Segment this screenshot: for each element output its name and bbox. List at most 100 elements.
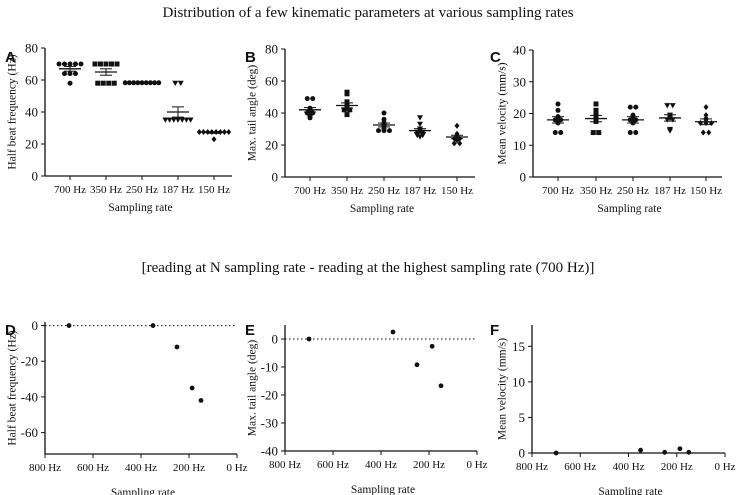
x-tick-label: 700 Hz [54, 184, 86, 196]
x-tick-label: 800 Hz [516, 461, 548, 473]
data-point [156, 80, 162, 86]
data-point [306, 336, 312, 342]
data-point [417, 115, 423, 121]
x-tick-label: 350 Hz [90, 184, 122, 196]
y-axis-label: Half beat frequency (Hz) [7, 54, 19, 169]
y-tick-label: 30 [513, 74, 526, 89]
data-point [183, 117, 190, 123]
data-point [596, 130, 602, 136]
data-point [304, 96, 310, 102]
data-point [150, 323, 156, 328]
y-tick-label: -40 [261, 444, 278, 459]
data-point [347, 107, 353, 113]
data-point [310, 96, 316, 102]
y-tick-label: -20 [21, 354, 38, 369]
data-point [706, 129, 712, 136]
data-point [62, 71, 67, 77]
x-tick-label: 700 Hz [542, 185, 574, 197]
y-tick-label: 0 [519, 446, 526, 461]
panel-letter: A [5, 49, 16, 66]
data-point [638, 447, 643, 453]
data-point [381, 110, 387, 116]
y-tick-label: 0 [32, 318, 39, 333]
data-point [390, 329, 396, 335]
data-point [709, 120, 714, 127]
data-point [174, 344, 180, 350]
data-point [381, 128, 387, 134]
y-axis-label: Mean velocity (mm/s) [497, 338, 509, 440]
data-point [429, 343, 435, 349]
y-tick-label: 0 [272, 332, 279, 347]
panel-letter: C [490, 49, 501, 66]
data-point [56, 61, 62, 67]
x-axis-label: Sampling rate [351, 484, 415, 495]
data-point [590, 130, 596, 136]
data-point [387, 128, 392, 134]
data-point [376, 128, 381, 134]
data-point [67, 80, 73, 86]
y-axis-label: Half beat frequency (Hz) [7, 330, 19, 445]
y-axis-label: Mean velocity (mm/s) [497, 62, 509, 164]
panel-letter: F [490, 322, 499, 339]
data-point [103, 61, 109, 67]
x-tick-label: 250 Hz [368, 185, 400, 197]
data-point [62, 61, 67, 67]
data-point [179, 117, 186, 123]
panel-a: A 0 20 40 60 80 Half beat frequency (Hz) Sampli… [5, 41, 232, 214]
data-point [122, 80, 128, 86]
y-axis-label: Max. tail angle (deg) [247, 65, 259, 162]
y-tick-label: -60 [21, 425, 38, 440]
data-point [552, 130, 558, 136]
data-point [558, 130, 564, 136]
x-tick-label: 600 Hz [317, 459, 349, 471]
x-tick-label: 0 Hz [714, 461, 735, 473]
x-tick-label: 250 Hz [126, 184, 158, 196]
data-point [686, 449, 692, 455]
x-tick-label: 400 Hz [365, 459, 397, 471]
panel-b: B 0 20 40 60 80 Max. tail angle (deg) Sampling … [245, 42, 475, 215]
y-tick-label: 15 [512, 339, 525, 354]
y-tick-label: 60 [265, 74, 278, 89]
x-tick-label: 187 Hz [404, 185, 436, 197]
data-point [92, 61, 98, 67]
y-tick-label: 20 [25, 137, 38, 152]
x-tick-label: 150 Hz [441, 185, 473, 197]
x-tick-label: 800 Hz [29, 462, 61, 474]
data-point [187, 117, 194, 123]
x-tick-label: 400 Hz [125, 462, 157, 474]
data-point [700, 129, 706, 136]
x-axis-label: Sampling rate [111, 487, 175, 495]
data-point [593, 107, 599, 113]
data-point [662, 449, 668, 455]
y-tick-label: 5 [519, 410, 526, 425]
data-point [177, 80, 184, 86]
data-point [114, 61, 120, 67]
data-point [111, 80, 117, 86]
y-tick-label: 80 [25, 41, 38, 56]
data-point [198, 398, 204, 403]
data-point [417, 134, 423, 140]
x-axis-label: Sampling rate [598, 486, 662, 495]
y-tick-label: 0 [520, 170, 527, 185]
data-point [664, 117, 671, 123]
figure-title: Distribution of a few kinematic paramete… [162, 5, 573, 21]
x-tick-label: 350 Hz [331, 185, 363, 197]
data-point [698, 120, 703, 127]
data-point [344, 112, 350, 118]
data-point [593, 101, 599, 107]
data-point [73, 61, 78, 67]
y-tick-label: 80 [265, 42, 278, 57]
data-point [703, 104, 709, 111]
data-point [109, 61, 114, 67]
data-point [627, 130, 633, 136]
x-tick-label: 150 Hz [690, 185, 722, 197]
data-point [152, 80, 158, 86]
y-tick-label: -40 [21, 389, 38, 404]
data-point [555, 107, 561, 113]
data-point [553, 450, 559, 456]
x-tick-label: 350 Hz [580, 185, 612, 197]
data-point [95, 80, 101, 86]
data-point [414, 362, 420, 368]
